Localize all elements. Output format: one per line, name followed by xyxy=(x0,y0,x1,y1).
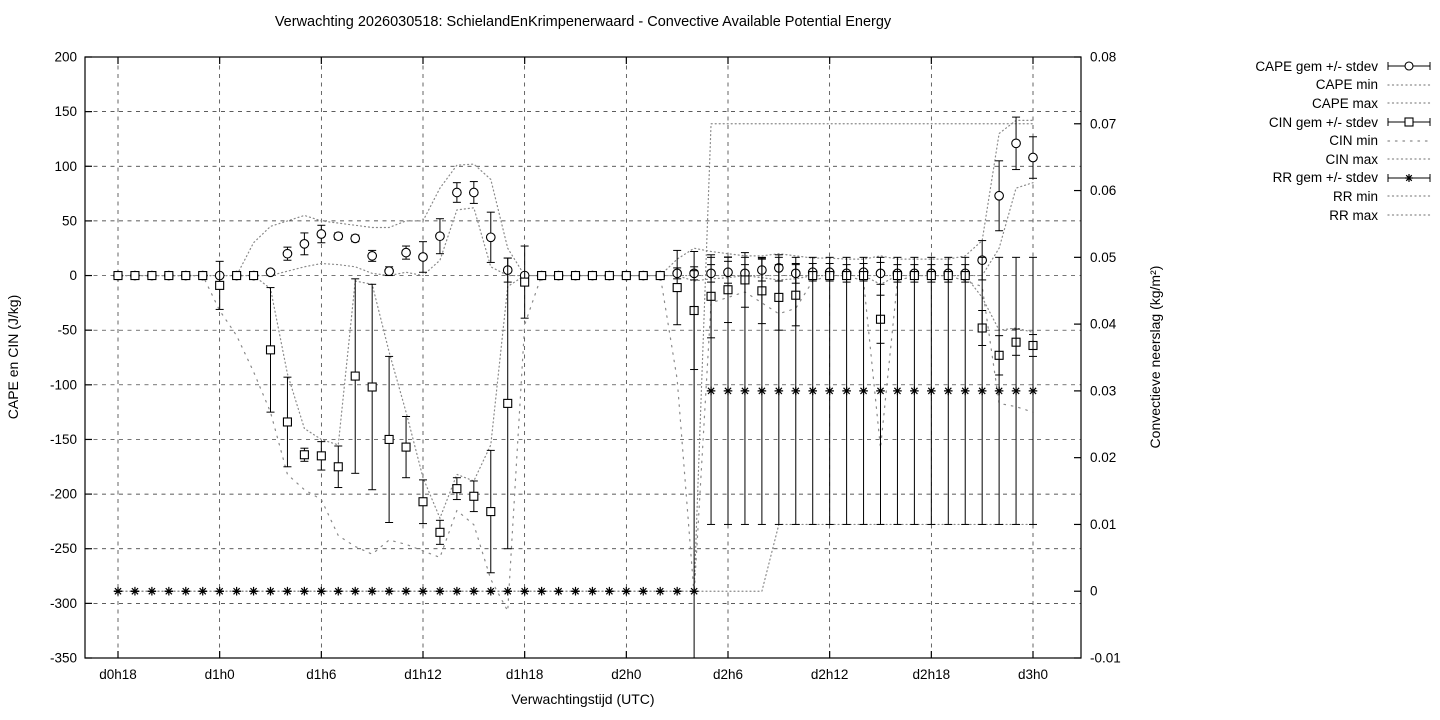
y-right-tick-label: 0.07 xyxy=(1090,116,1116,131)
series-rr-max xyxy=(117,123,1034,592)
y-right-axis-label: Convectieve neerslag (kg/m²) xyxy=(1147,265,1163,449)
series-cape-max xyxy=(117,119,1034,277)
y-right-tick-label: -0.01 xyxy=(1090,651,1121,666)
x-tick-label: d1h6 xyxy=(306,667,336,682)
legend-sample-dotted xyxy=(1387,214,1431,216)
legend: CAPE gem +/- stdev CAPE min CAPE max CIN ge… xyxy=(1255,57,1432,224)
y-left-tick-label: 150 xyxy=(54,104,77,119)
legend-sample-dotted xyxy=(1387,84,1431,86)
y-left-tick-label: -150 xyxy=(50,432,77,447)
y-left-tick-label: -50 xyxy=(57,323,77,338)
series-rr-max xyxy=(117,123,1034,592)
y-left-tick-label: 100 xyxy=(54,159,77,174)
y-left-tick-label: 50 xyxy=(62,213,77,228)
legend-label: CIN max xyxy=(1325,151,1378,167)
legend-sample-errorbar xyxy=(1387,173,1431,182)
legend-item-cin-min: CIN min xyxy=(1255,131,1432,150)
y-left-tick-label: -350 xyxy=(50,651,77,666)
legend-sample-dotted xyxy=(1387,102,1431,105)
axes xyxy=(84,56,1082,659)
series-rr-min xyxy=(117,523,1034,592)
y-right-tick-label: 0.03 xyxy=(1090,383,1116,398)
legend-label: CAPE gem +/- stdev xyxy=(1255,58,1378,74)
y-left-tick-label: -250 xyxy=(50,541,77,556)
y-left-axis-label: CAPE en CIN (J/kg) xyxy=(5,294,21,420)
legend-label: RR gem +/- stdev xyxy=(1272,170,1378,186)
legend-item-rr-max: RR max xyxy=(1255,206,1432,225)
y-right-tick-label: 0.02 xyxy=(1090,450,1116,465)
y-right-tick-label: 0 xyxy=(1090,584,1098,599)
x-tick-label: d1h18 xyxy=(506,667,544,682)
legend-sample-dotted-sparse xyxy=(1387,140,1431,142)
legend-label: RR max xyxy=(1329,207,1378,223)
legend-label: CIN gem +/- stdev xyxy=(1268,114,1378,130)
x-tick-label: d2h0 xyxy=(611,667,641,682)
series-cin-max xyxy=(117,274,1034,520)
y-right-tick-label: 0.08 xyxy=(1090,50,1116,65)
y-left-tick-label: -200 xyxy=(50,487,77,502)
tick-labels: 200 150 100 50 0 -50 -100 -150 -200 -250 -300 -350 0… xyxy=(50,50,1121,683)
legend-sample-dotted xyxy=(1387,195,1431,198)
series-rr-min xyxy=(117,523,1034,592)
legend-label: CAPE min xyxy=(1315,77,1378,93)
y-left-tick-label: 0 xyxy=(69,268,77,283)
x-tick-label: d3h0 xyxy=(1018,667,1048,682)
y-left-tick-label: 200 xyxy=(54,50,77,65)
series-cin-min xyxy=(117,274,1034,614)
legend-sample-dotted xyxy=(1387,158,1431,160)
legend-label: CIN min xyxy=(1329,133,1378,149)
legend-item-cape-min: CAPE min xyxy=(1255,76,1432,95)
series-cape-gem xyxy=(113,116,1038,285)
legend-item-cape-gem: CAPE gem +/- stdev xyxy=(1255,57,1432,76)
legend-label: CAPE max xyxy=(1311,95,1378,111)
legend-item-rr-gem: RR gem +/- stdev xyxy=(1255,169,1432,188)
chart-title: Verwachting 2026030518: SchielandEnKrimp… xyxy=(274,14,892,30)
y-left-tick-label: -300 xyxy=(50,596,77,611)
x-tick-label: d2h6 xyxy=(713,667,743,682)
legend-item-rr-min: RR min xyxy=(1255,187,1432,206)
x-tick-label: d0h18 xyxy=(99,667,137,682)
x-tick-label: d1h0 xyxy=(205,667,235,682)
series-rr-gem xyxy=(113,256,1038,658)
legend-item-cin-gem: CIN gem +/- stdev xyxy=(1255,113,1432,132)
series-cape-min xyxy=(117,182,1034,277)
x-tick-label: d2h18 xyxy=(913,667,951,682)
series-cin-max xyxy=(117,274,1034,520)
series-cape-min xyxy=(117,182,1034,277)
series-cape-max xyxy=(117,119,1034,277)
y-right-tick-label: 0.01 xyxy=(1090,517,1116,532)
y-right-tick-label: 0.04 xyxy=(1090,317,1117,332)
legend-label: RR min xyxy=(1332,188,1378,204)
x-tick-label: d2h12 xyxy=(811,667,849,682)
y-right-tick-label: 0.05 xyxy=(1090,250,1116,265)
legend-sample-errorbar xyxy=(1387,117,1431,127)
series-cin-gem xyxy=(113,245,1038,574)
legend-item-cin-max: CIN max xyxy=(1255,150,1432,169)
series-cin-min xyxy=(117,274,1034,614)
x-axis-label: Verwachtingstijd (UTC) xyxy=(511,691,655,707)
legend-item-cape-max: CAPE max xyxy=(1255,94,1432,113)
y-right-tick-label: 0.06 xyxy=(1090,183,1116,198)
x-tick-label: d1h12 xyxy=(404,667,442,682)
legend-sample-errorbar xyxy=(1387,61,1431,71)
y-left-tick-label: -100 xyxy=(50,377,77,392)
